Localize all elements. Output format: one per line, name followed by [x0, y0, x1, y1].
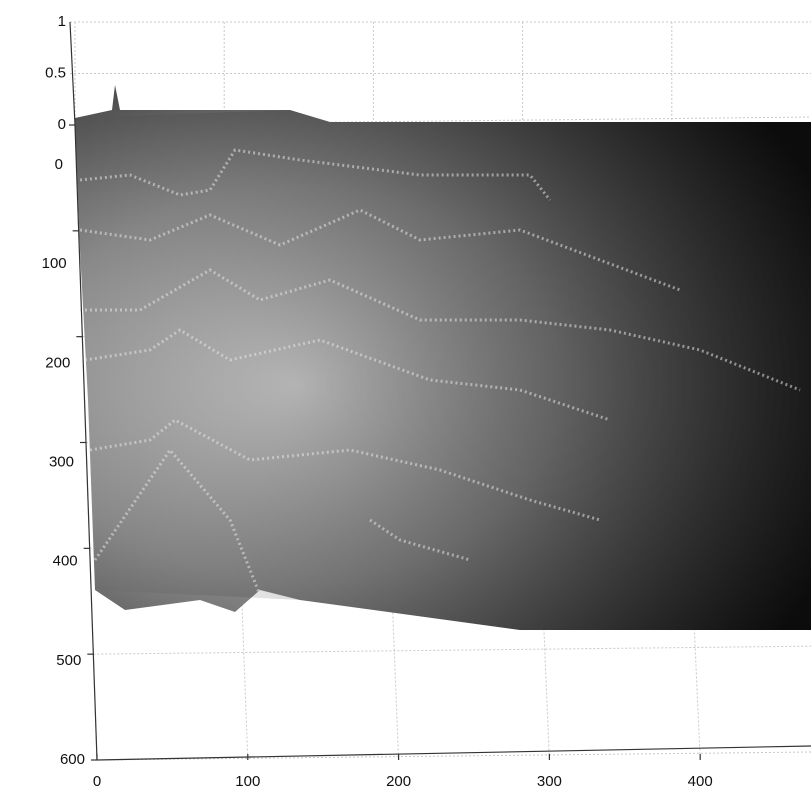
x-tick-label: 200: [386, 773, 411, 790]
z-tick-label: 0.5: [45, 64, 66, 81]
z-tick-label: 1: [58, 13, 66, 30]
x-tick-label: 400: [688, 773, 713, 790]
x-tick-label: 100: [235, 773, 260, 790]
y-tick-label: 300: [49, 453, 74, 470]
y-tick-label: 600: [60, 751, 85, 768]
y-tick-label: 200: [45, 354, 70, 371]
x-tick-label: 300: [537, 773, 562, 790]
y-tick-label: 100: [42, 255, 67, 272]
y-tick-label: 500: [56, 652, 81, 669]
grid-line: [93, 646, 811, 654]
x-tick-label: 0: [93, 773, 101, 790]
y-tick-label: 0: [55, 156, 63, 173]
y-tick-label: 400: [53, 553, 78, 570]
chart: 0 0.5 1 0 100 200 300 400 0 100 200 300 400 500 600: [0, 0, 811, 807]
x-axis: [97, 746, 811, 760]
z-tick-label: 0: [58, 116, 66, 133]
surface: [75, 85, 811, 630]
